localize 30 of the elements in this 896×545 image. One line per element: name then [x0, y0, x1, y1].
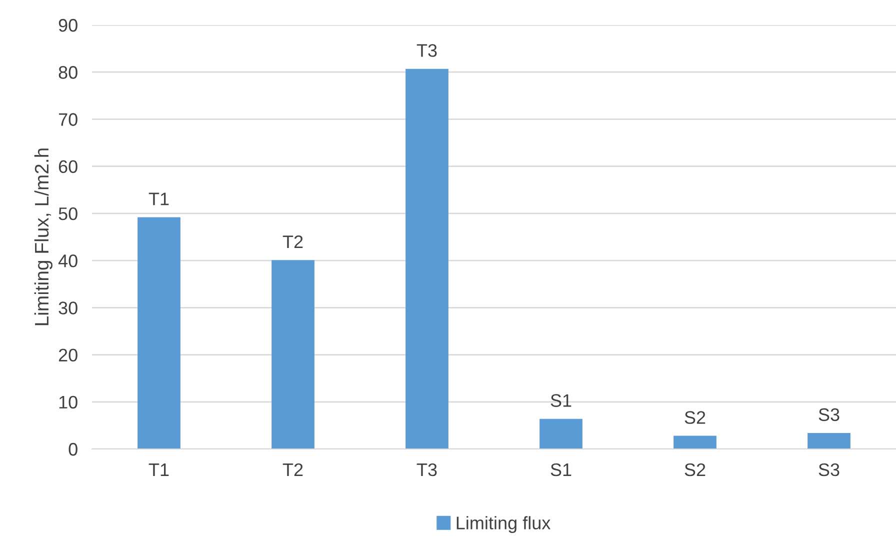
annotation: S1: [550, 394, 572, 407]
y-tick-label: 90: [58, 18, 78, 32]
annotation: S3: [818, 408, 840, 422]
x-tick-label: S2: [684, 463, 706, 476]
x-tick-label: T1: [148, 464, 169, 476]
y-tick-label: 20: [58, 348, 78, 362]
y-tick-label: 10: [59, 396, 78, 409]
y-axis-title: Limiting Flux, L/m2.h: [34, 148, 52, 326]
bar: [540, 418, 582, 449]
annotation: T3: [416, 44, 437, 57]
y-tick-label: 60: [58, 160, 78, 174]
annotation: T2: [282, 235, 303, 248]
y-tick-label: 40: [58, 254, 78, 268]
x-tick-label: S1: [550, 463, 572, 476]
y-tick-label: 0: [68, 442, 78, 456]
x-tick-label: T2: [282, 463, 303, 476]
y-tick-label: 80: [58, 66, 78, 79]
legend-label: Limiting flux: [456, 516, 550, 533]
y-tick-label: 30: [58, 302, 78, 314]
x-tick-label: S3: [818, 463, 840, 476]
bar: [138, 217, 180, 449]
y-tick-label: 50: [58, 207, 78, 220]
annotation: T1: [148, 192, 169, 206]
bar: [406, 68, 448, 449]
bar: [272, 260, 314, 449]
annotation: S2: [684, 411, 706, 424]
y-tick-label: 70: [58, 113, 78, 126]
bar: [674, 436, 716, 449]
bar: [808, 432, 850, 449]
x-tick-label: T3: [416, 463, 437, 476]
